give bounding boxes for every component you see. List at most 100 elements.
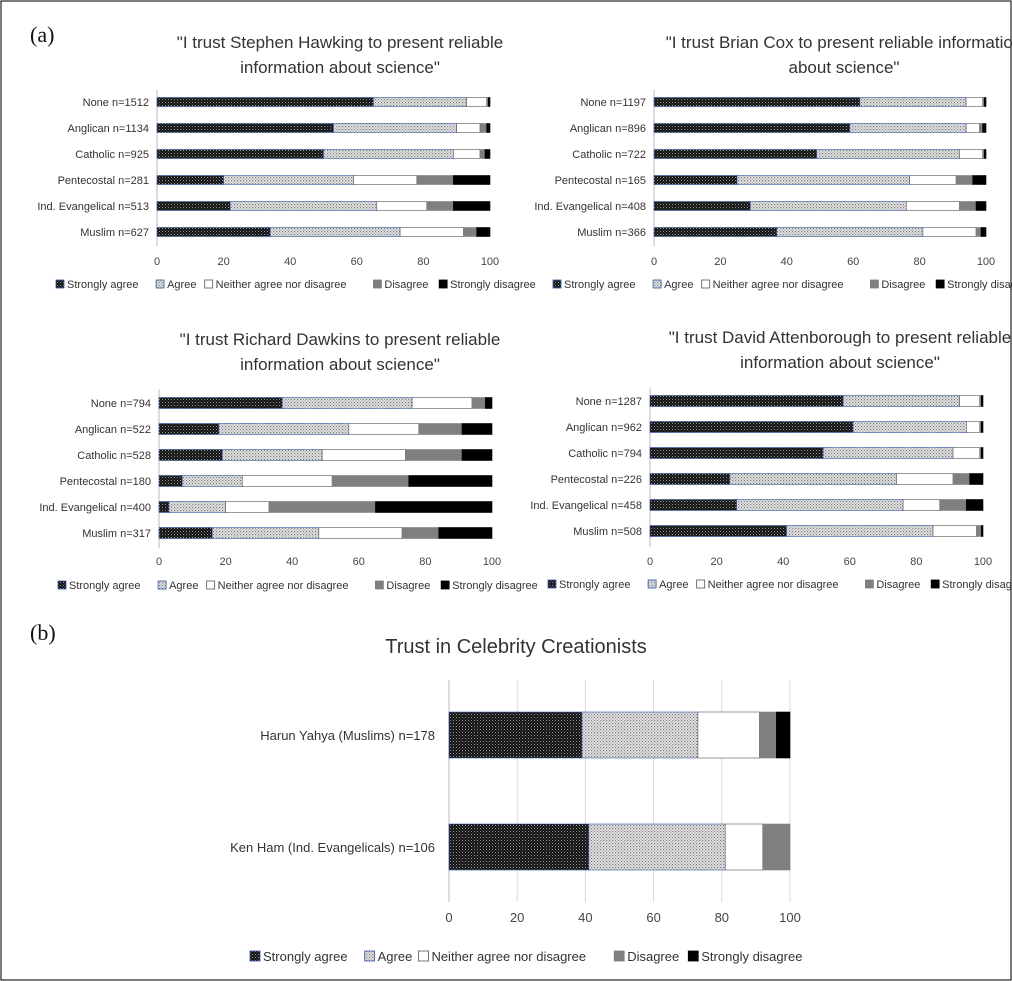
category-label: Pentecostal n=180 bbox=[60, 476, 151, 488]
category-label: None n=1287 bbox=[576, 396, 642, 408]
legend-label: Strongly agree bbox=[559, 579, 631, 591]
category-label: Pentecostal n=281 bbox=[58, 175, 149, 187]
x-tick-label: 60 bbox=[646, 910, 660, 925]
bar-segment-strongly-disagree bbox=[438, 527, 493, 539]
bar-segment-strongly-disagree bbox=[984, 97, 987, 107]
bar-segment-neither-agree-nor-disagree bbox=[932, 525, 977, 537]
bar-segment-disagree bbox=[952, 473, 970, 485]
bar-segment-strongly-disagree bbox=[969, 473, 984, 485]
bar-segment-strongly-disagree bbox=[408, 475, 493, 487]
bar-segment-disagree bbox=[463, 227, 477, 237]
bar-segment-agree bbox=[852, 421, 967, 433]
bar-segment-neither-agree-nor-disagree bbox=[922, 227, 977, 237]
bar-segment-neither-agree-nor-disagree bbox=[965, 123, 980, 133]
category-label: Ind. Evangelical n=513 bbox=[37, 201, 149, 213]
bar-segment-strongly-agree bbox=[156, 123, 334, 133]
legend-swatch bbox=[935, 279, 945, 289]
legend-label: Disagree bbox=[386, 580, 430, 592]
chart-2: "I trust Brian Cox to present reliable i… bbox=[534, 33, 1012, 291]
legend-label: Agree bbox=[169, 580, 198, 592]
x-tick-label: 20 bbox=[219, 556, 231, 568]
bar-segment-strongly-agree bbox=[158, 397, 283, 409]
bar-segment-agree bbox=[786, 525, 934, 537]
chart-title-line: "I trust Brian Cox to present reliable i… bbox=[666, 33, 1012, 52]
bar-segment-neither-agree-nor-disagree bbox=[399, 227, 464, 237]
legend-label: Strongly agree bbox=[67, 279, 139, 291]
bar-segment-agree bbox=[281, 397, 413, 409]
bar-segment-strongly-disagree bbox=[776, 711, 791, 759]
category-label: Muslim n=508 bbox=[573, 526, 642, 538]
x-tick-label: 80 bbox=[419, 556, 431, 568]
bar-segment-strongly-agree bbox=[158, 423, 220, 435]
category-label: Muslim n=317 bbox=[82, 528, 151, 540]
bar-segment-agree bbox=[323, 149, 454, 159]
bar-segment-agree bbox=[182, 475, 243, 487]
legend-swatch bbox=[687, 950, 699, 962]
x-tick-label: 20 bbox=[710, 556, 722, 568]
bar-segment-strongly-agree bbox=[156, 227, 271, 237]
bar-segment-strongly-disagree bbox=[453, 201, 491, 211]
x-tick-label: 40 bbox=[777, 556, 789, 568]
bar-segment-disagree bbox=[979, 123, 983, 133]
bar-segment-strongly-agree bbox=[156, 149, 324, 159]
x-tick-label: 60 bbox=[844, 556, 856, 568]
bar-segment-strongly-agree bbox=[649, 525, 787, 537]
bar-segment-agree bbox=[229, 201, 378, 211]
legend-label: Agree bbox=[378, 949, 413, 964]
bar-segment-strongly-agree bbox=[448, 711, 583, 759]
bar-segment-neither-agree-nor-disagree bbox=[225, 501, 270, 513]
bar-segment-agree bbox=[729, 473, 897, 485]
bar-segment-neither-agree-nor-disagree bbox=[965, 97, 983, 107]
bar-segment-agree bbox=[749, 201, 907, 211]
legend-swatch bbox=[206, 580, 216, 590]
x-tick-label: 0 bbox=[651, 256, 657, 268]
bar-segment-disagree bbox=[955, 175, 974, 185]
legend-label: Strongly disagree bbox=[947, 279, 1012, 291]
x-tick-label: 80 bbox=[417, 256, 429, 268]
bar-segment-neither-agree-nor-disagree bbox=[376, 201, 428, 211]
bar-segment-strongly-disagree bbox=[982, 123, 987, 133]
bar-segment-strongly-disagree bbox=[984, 149, 987, 159]
x-tick-label: 60 bbox=[351, 256, 363, 268]
chart-title-line: "I trust Richard Dawkins to present reli… bbox=[180, 330, 501, 349]
bar-segment-strongly-agree bbox=[156, 201, 231, 211]
legend-label: Strongly disagree bbox=[942, 579, 1012, 591]
bar-segment-neither-agree-nor-disagree bbox=[902, 499, 941, 511]
bar-segment-disagree bbox=[268, 501, 376, 513]
legend-swatch bbox=[249, 950, 261, 962]
bar-segment-neither-agree-nor-disagree bbox=[952, 447, 980, 459]
chart-title-line: information about science" bbox=[740, 353, 940, 372]
bar-segment-strongly-agree bbox=[649, 447, 824, 459]
bar-segment-strongly-agree bbox=[649, 473, 731, 485]
legend-label: Strongly agree bbox=[263, 949, 348, 964]
legend-swatch bbox=[372, 279, 382, 289]
x-tick-label: 40 bbox=[781, 256, 793, 268]
bar-segment-strongly-disagree bbox=[980, 227, 987, 237]
x-tick-label: 20 bbox=[217, 256, 229, 268]
legend-label: Agree bbox=[659, 579, 688, 591]
bar-segment-agree bbox=[816, 149, 960, 159]
x-tick-label: 80 bbox=[715, 910, 729, 925]
bar-segment-strongly-disagree bbox=[966, 499, 984, 511]
legend-label: Agree bbox=[167, 279, 196, 291]
bar-segment-agree bbox=[822, 447, 954, 459]
bar-segment-agree bbox=[333, 123, 457, 133]
legend-swatch bbox=[418, 950, 429, 962]
x-tick-label: 40 bbox=[578, 910, 592, 925]
legend-swatch bbox=[57, 580, 67, 590]
bar-segment-strongly-agree bbox=[653, 97, 861, 107]
category-label: Ind. Evangelical n=408 bbox=[534, 201, 646, 213]
legend-swatch bbox=[374, 580, 384, 590]
bar-segment-neither-agree-nor-disagree bbox=[896, 473, 954, 485]
bar-segment-strongly-agree bbox=[158, 475, 183, 487]
legend-label: Neither agree nor disagree bbox=[708, 579, 839, 591]
category-label: None n=794 bbox=[91, 398, 151, 410]
legend-label: Neither agree nor disagree bbox=[431, 949, 586, 964]
category-label: Anglican n=896 bbox=[570, 123, 646, 135]
chart-5: Trust in Celebrity Creationists 0 20 40 60 80… bbox=[230, 636, 802, 964]
bar-segment-strongly-agree bbox=[158, 527, 213, 539]
bar-segment-strongly-agree bbox=[653, 123, 851, 133]
category-label: Ken Ham (Ind. Evangelicals) n=106 bbox=[230, 840, 435, 855]
legend-label: Strongly disagree bbox=[701, 949, 802, 964]
